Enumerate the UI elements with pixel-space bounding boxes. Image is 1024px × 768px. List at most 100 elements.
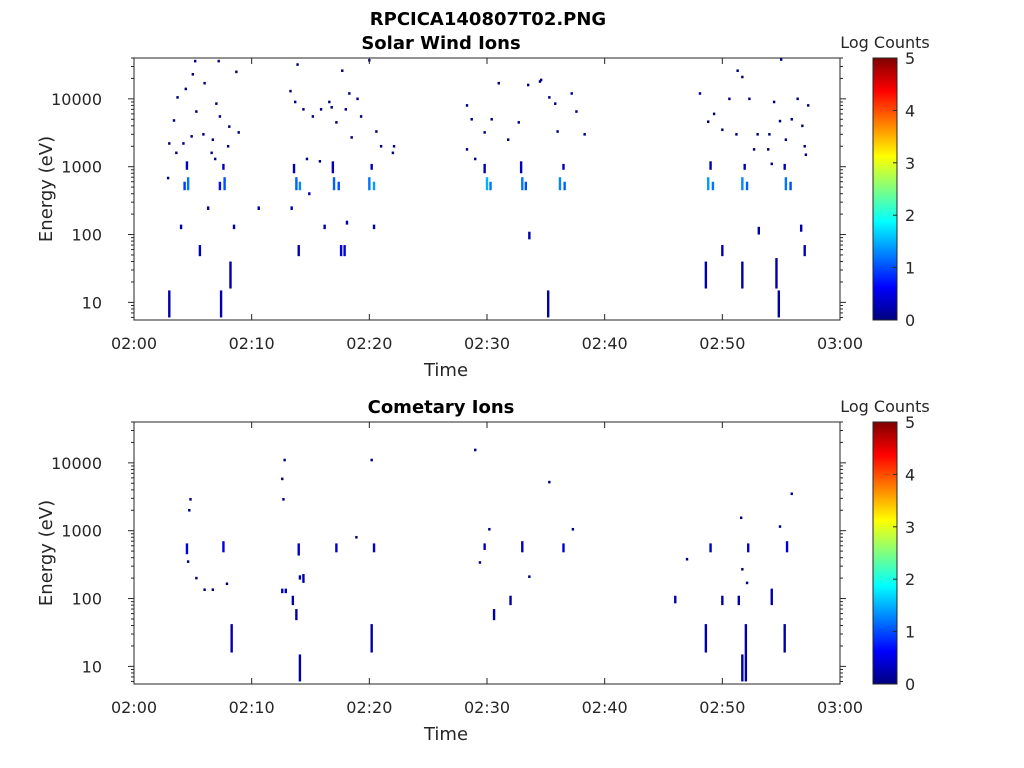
- colorbar-tick-label: 0: [905, 675, 915, 694]
- data-dot: [807, 104, 810, 107]
- data-dot: [318, 160, 322, 163]
- data-dot: [296, 63, 299, 66]
- y-tick-label: 100: [71, 226, 102, 245]
- data-cell: [492, 609, 496, 621]
- data-dot: [184, 87, 187, 91]
- data-dot: [237, 131, 240, 134]
- x-tick-label: 02:50: [699, 698, 745, 717]
- data-cell: [744, 624, 748, 682]
- data-cell: [711, 181, 715, 191]
- colorbar-tick-label: 0: [905, 311, 915, 330]
- data-dot: [356, 97, 359, 101]
- y-tick-label: 10000: [51, 454, 102, 473]
- colorbar-tick-label: 2: [905, 570, 915, 589]
- data-cell: [257, 206, 260, 210]
- data-dot: [210, 151, 213, 155]
- data-dot: [571, 527, 575, 531]
- x-axis-label: Time: [423, 360, 468, 381]
- data-cell: [674, 595, 677, 604]
- x-tick-label: 03:00: [817, 334, 863, 353]
- data-cell: [777, 290, 781, 318]
- data-dot: [770, 162, 773, 166]
- data-cell: [509, 595, 512, 606]
- data-dot: [282, 498, 285, 501]
- data-cell: [741, 654, 744, 682]
- data-dot: [474, 157, 477, 161]
- data-cell: [562, 543, 565, 553]
- data-cell: [298, 181, 302, 191]
- colorbar: [872, 421, 898, 685]
- data-dot: [548, 480, 551, 484]
- data-dot: [188, 508, 191, 512]
- data-cell: [368, 177, 371, 191]
- data-dot: [721, 128, 724, 132]
- data-dot: [375, 130, 378, 133]
- data-cell: [483, 543, 486, 550]
- data-dot: [350, 136, 353, 139]
- x-axis-label: Time: [423, 724, 468, 745]
- data-cell: [370, 624, 373, 653]
- data-dot: [190, 135, 193, 138]
- data-dot: [359, 115, 363, 118]
- x-tick-label: 02:00: [111, 334, 157, 353]
- x-tick-label: 03:00: [817, 698, 863, 717]
- plot-area: [133, 421, 841, 685]
- colorbar-tick-label: 2: [905, 206, 915, 225]
- data-cell: [222, 163, 225, 170]
- x-tick-label: 02:30: [464, 698, 510, 717]
- panel-solar-wind-ions: 02:00 02:10 02:20 02:30 02:40 02:50 03:0010100…: [36, 33, 930, 381]
- x-tick-label: 02:50: [699, 334, 745, 353]
- data-cell: [345, 220, 349, 225]
- data-cell: [297, 245, 300, 257]
- data-cell: [704, 624, 708, 653]
- data-cell: [562, 163, 565, 170]
- data-dot: [330, 106, 333, 109]
- data-dot: [281, 477, 284, 481]
- figure-title: RPCICA140807T02.PNG: [370, 9, 606, 30]
- data-cell: [707, 177, 710, 191]
- y-tick-label: 10: [82, 657, 102, 676]
- x-tick-label: 02:40: [582, 334, 628, 353]
- data-dot: [168, 142, 171, 145]
- data-dot: [294, 100, 297, 104]
- data-dot: [355, 535, 358, 539]
- data-cell: [372, 181, 376, 191]
- data-dot: [225, 582, 229, 586]
- data-cell: [222, 541, 225, 553]
- data-cell: [339, 245, 343, 257]
- data-dot: [778, 525, 782, 528]
- panel-cometary-ions: 02:00 02:10 02:20 02:30 02:40 02:50 03:0010100…: [36, 397, 930, 745]
- data-dot: [370, 458, 373, 462]
- data-cell: [741, 261, 744, 289]
- data-cell: [298, 575, 302, 580]
- x-tick-label: 02:30: [464, 334, 510, 353]
- data-dot: [736, 69, 739, 72]
- data-cell: [558, 177, 562, 191]
- data-dot: [539, 78, 543, 82]
- data-dot: [218, 115, 222, 118]
- data-cell: [295, 177, 298, 191]
- data-cell: [704, 261, 708, 289]
- data-dot: [488, 527, 491, 531]
- y-tick-label: 100: [71, 590, 102, 609]
- data-dot: [556, 130, 559, 133]
- y-tick-label: 1000: [61, 158, 102, 177]
- data-cell: [232, 224, 236, 230]
- data-dot: [538, 80, 542, 83]
- data-cell: [737, 595, 741, 606]
- data-cell: [185, 161, 189, 170]
- data-cell: [528, 231, 531, 240]
- data-dot: [741, 567, 744, 571]
- y-tick-label: 10000: [51, 90, 102, 109]
- data-cell: [521, 541, 524, 553]
- colorbar-tick-label: 5: [905, 413, 915, 432]
- data-cell: [198, 245, 202, 257]
- data-cell: [721, 595, 724, 606]
- data-cell: [179, 224, 183, 230]
- data-dot: [698, 92, 702, 95]
- data-dot: [217, 59, 220, 63]
- data-dot: [215, 102, 218, 105]
- y-axis-label: Energy (eV): [36, 500, 57, 606]
- data-dot: [335, 121, 338, 124]
